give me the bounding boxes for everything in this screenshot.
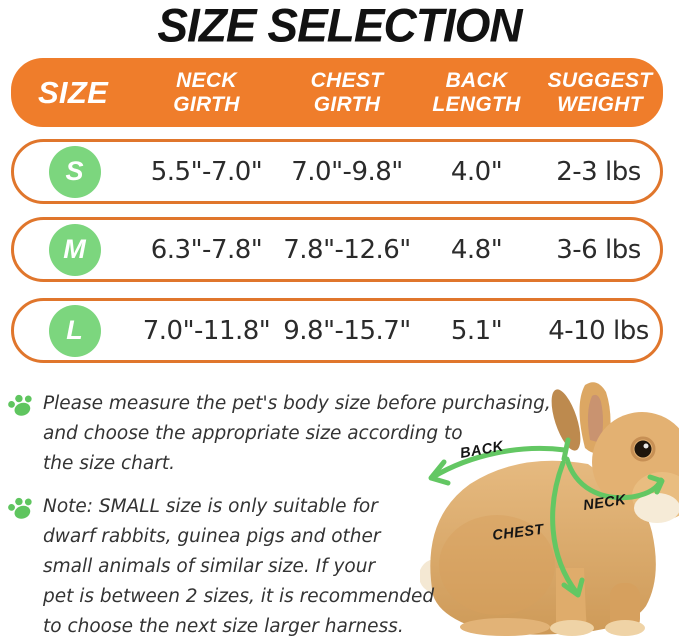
size-badge-s: S [48,145,101,198]
back-annotation-label: BACK [459,438,506,462]
small-size-note-text: Note: SMALL size is only suitable for dw… [43,496,435,636]
weight-value: 3-6 lbs [556,234,641,265]
weight-value: 4-10 lbs [548,315,649,346]
paw-icon [8,394,32,416]
column-header-weight: SUGGEST WEIGHT [547,68,653,116]
column-header-chest: CHEST GIRTH [310,68,384,116]
back-length-value: 5.1" [450,315,503,346]
small-size-note: Note: SMALL size is only suitable for dw… [6,492,434,636]
size-badge-l: L [48,304,101,357]
rabbit-measurement-illustration: BACK NECK CHEST [420,382,679,636]
table-row-medium: M 6.3"-7.8" 7.8"-12.6" 4.8" 3-6 lbs [11,217,663,282]
page-title: SIZE SELECTION [157,0,522,52]
chest-girth-value: 9.8"-15.7" [283,315,411,346]
neck-girth-value: 7.0"-11.8" [142,315,271,346]
measurement-annotations [428,437,665,598]
column-header-back: BACK LENGTH [432,68,521,116]
neck-girth-value: 5.5"-7.0" [150,156,263,187]
neck-girth-value: 6.3"-7.8" [150,234,263,265]
measure-note: Please measure the pet's body size befor… [6,389,551,479]
size-badge-m: M [48,223,101,276]
paw-icon [8,497,32,519]
weight-value: 2-3 lbs [556,156,641,187]
back-length-value: 4.8" [450,234,503,265]
column-header-neck: NECK GIRTH [173,68,240,116]
table-row-large: L 7.0"-11.8" 9.8"-15.7" 5.1" 4-10 lbs [11,298,663,363]
table-row-small: S 5.5"-7.0" 7.0"-9.8" 4.0" 2-3 lbs [11,139,663,204]
back-length-value: 4.0" [450,156,503,187]
rabbit-body [420,382,679,636]
measure-note-text: Please measure the pet's body size befor… [43,393,551,474]
chest-girth-value: 7.0"-9.8" [291,156,403,187]
chest-annotation-label: CHEST [492,522,546,544]
column-header-size: SIZE [37,74,109,110]
chest-girth-value: 7.8"-12.6" [283,234,411,265]
neck-annotation-label: NECK [582,492,628,514]
size-table-header: SIZE NECK GIRTH CHEST GIRTH BACK LENGTH … [11,58,663,127]
